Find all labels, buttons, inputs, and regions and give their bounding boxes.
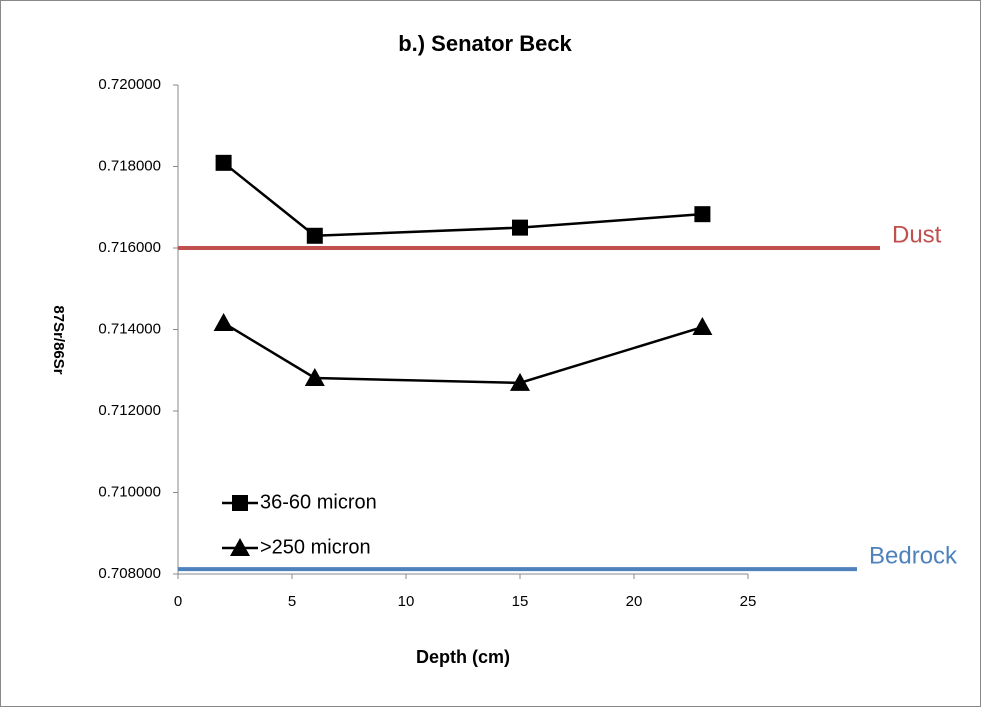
legend-label: >250 micron [260,536,371,558]
legend-marker [230,538,250,556]
marker [512,219,528,236]
marker [694,206,711,223]
marker [304,367,325,386]
x-tick-label: 5 [288,593,296,610]
reference-label: Dust [892,221,942,248]
marker [213,312,234,331]
x-tick-label: 0 [174,593,182,610]
chart-title: b.) Senator Beck [398,31,572,56]
x-tick-label: 15 [512,593,529,610]
y-tick-label: 0.714000 [98,320,161,337]
y-axis-label: 87Sr/86Sr [50,305,67,374]
x-tick-label: 10 [398,593,415,610]
legend-label: 36-60 micron [260,491,377,513]
marker [215,154,232,171]
y-tick-label: 0.712000 [98,402,161,419]
y-tick-label: 0.708000 [98,565,161,582]
series-line [222,161,703,238]
y-tick-label: 0.718000 [98,157,161,174]
x-axis-label: Depth (cm) [416,647,510,667]
y-tick-label: 0.710000 [98,483,161,500]
legend-marker [232,495,248,511]
marker [692,317,713,336]
y-tick-label: 0.716000 [98,239,161,256]
y-tick-label: 0.720000 [98,76,161,93]
marker [510,372,530,391]
x-tick-label: 25 [740,593,757,610]
marker [306,227,323,244]
x-tick-label: 20 [626,593,643,610]
reference-label: Bedrock [869,542,958,569]
series-line [222,321,703,385]
